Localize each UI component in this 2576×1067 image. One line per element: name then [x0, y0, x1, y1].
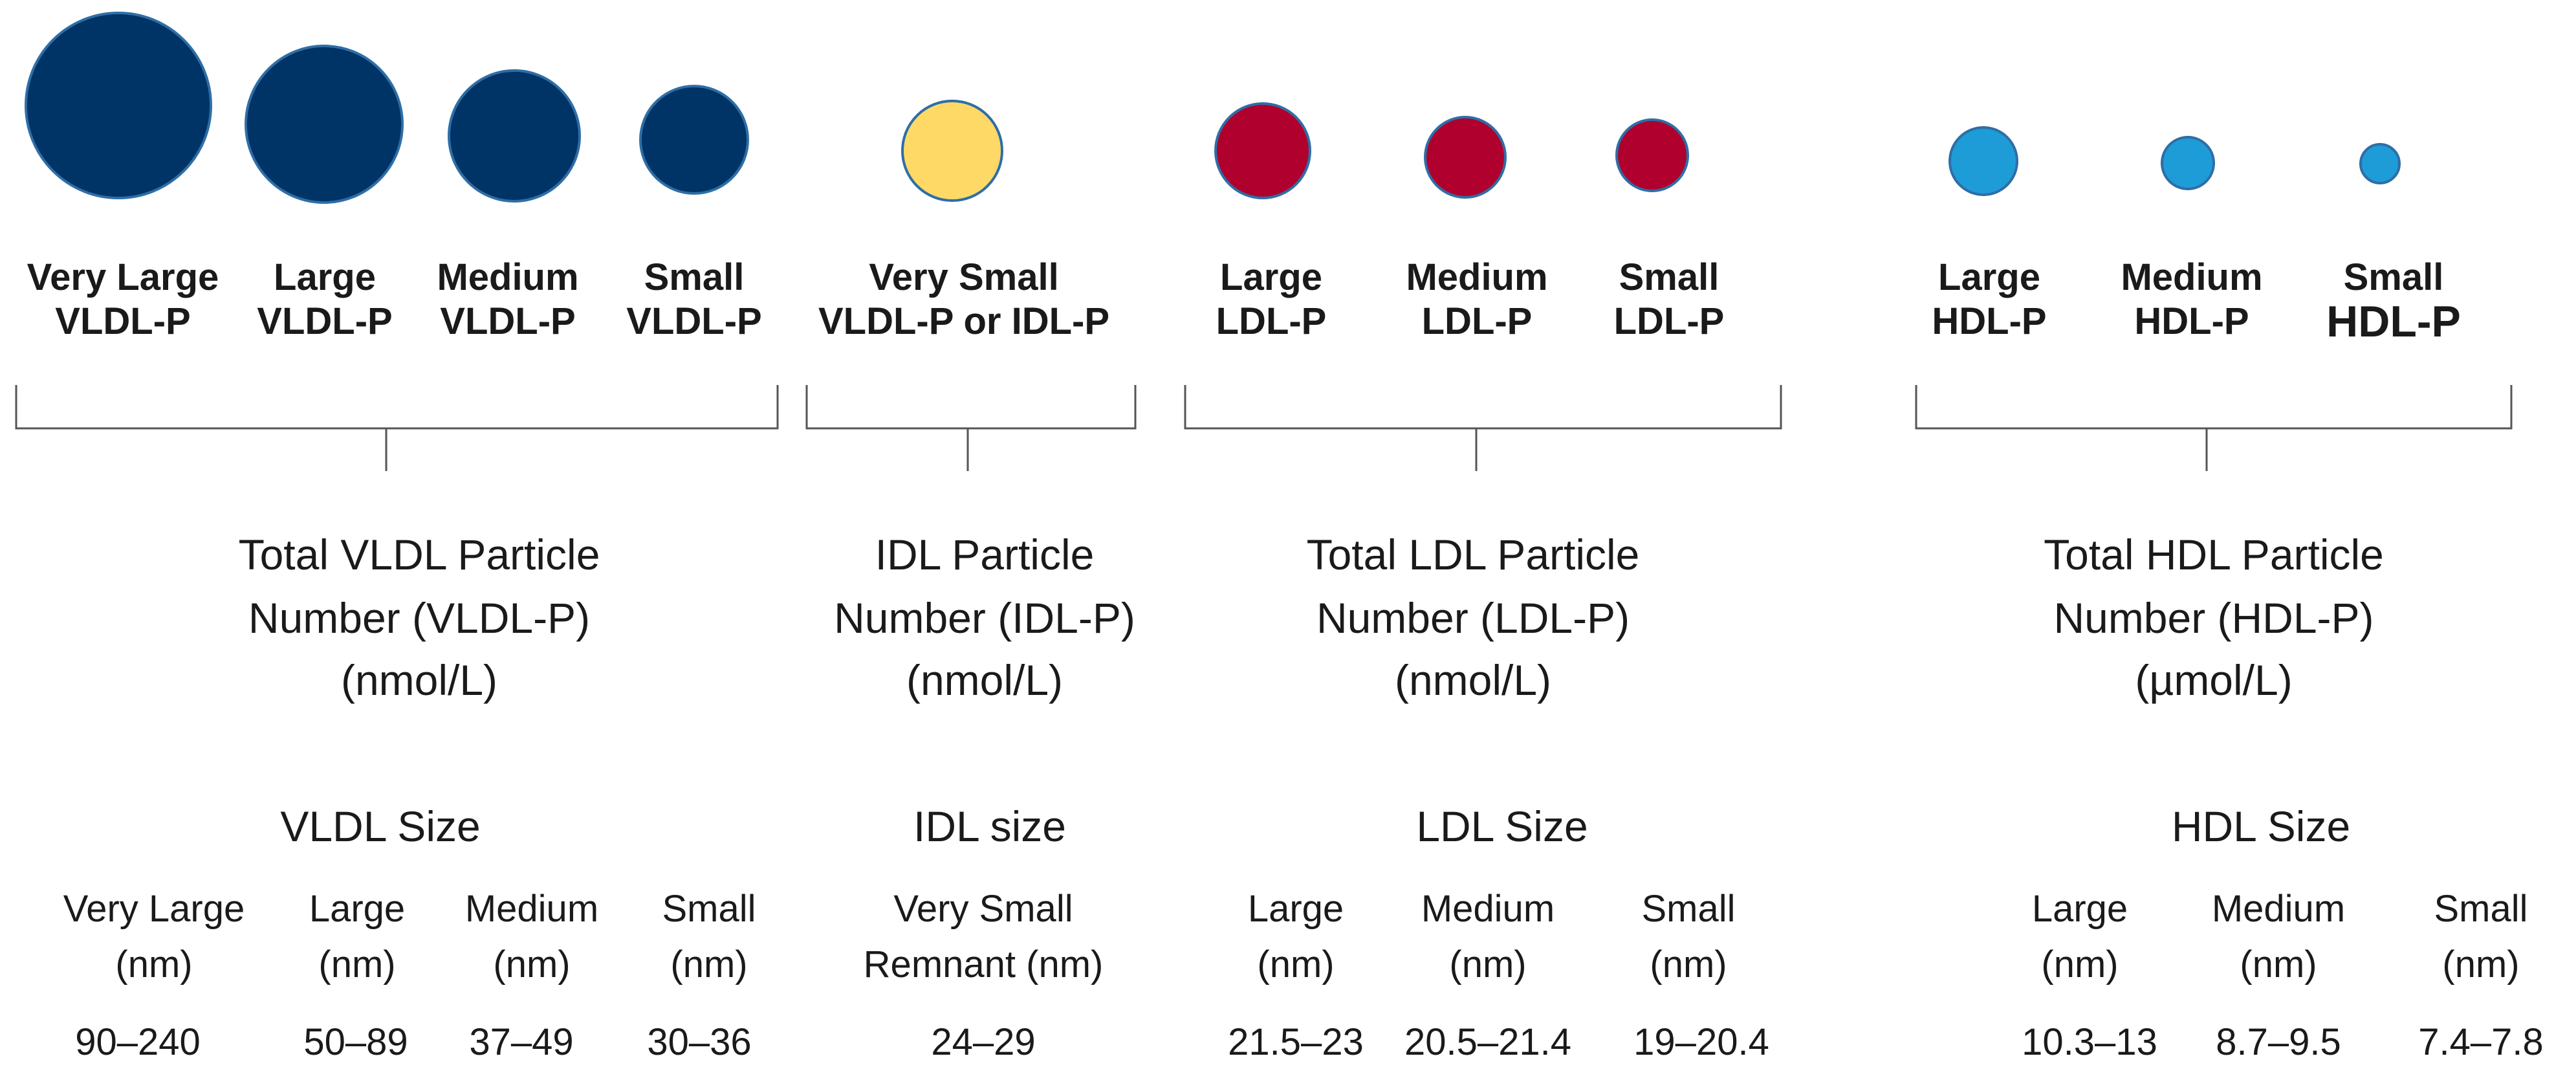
group-bracket-2 — [805, 385, 1137, 471]
particle-circle-2 — [245, 45, 404, 204]
particle-label-line2: VLDL-P — [55, 300, 190, 342]
particle-label-line2: HDL-P — [2326, 297, 2461, 346]
size-label-line1: Very Small — [893, 888, 1073, 930]
size-title: LDL Size — [1416, 802, 1588, 850]
total-label-line: (nmol/L) — [906, 656, 1063, 704]
size-label-line1: Medium — [465, 888, 598, 930]
total-label-line: Total LDL Particle — [1307, 531, 1640, 578]
particle-circle-10 — [2161, 136, 2215, 190]
size-label-line1: Medium — [2212, 888, 2345, 930]
particle-circle-8 — [1615, 118, 1689, 192]
particle-circle-1 — [25, 12, 212, 199]
total-label-line: (nmol/L) — [341, 656, 497, 704]
size-label-line2: (nm) — [115, 943, 192, 985]
total-label-line: (µmol/L) — [2135, 656, 2292, 704]
size-range-value: 20.5–21.4 — [1404, 1021, 1571, 1063]
total-label-line: Number (HDL-P) — [2053, 594, 2374, 642]
size-label-line1: Large — [2032, 888, 2128, 930]
size-label-line2: (nm) — [2442, 943, 2519, 985]
particle-label-line1: Small — [644, 256, 745, 298]
size-label-line1: Small — [1641, 888, 1735, 930]
size-range-value: 7.4–7.8 — [2418, 1021, 2544, 1063]
size-label-line2: (nm) — [1449, 943, 1526, 985]
size-label-line1: Very Large — [63, 888, 245, 930]
particle-label-line2: VLDL-P — [257, 300, 392, 342]
size-label-line1: Large — [1248, 888, 1344, 930]
size-label-line2: (nm) — [670, 943, 747, 985]
size-range-value: 30–36 — [647, 1021, 751, 1063]
total-label-line: Number (VLDL-P) — [248, 594, 590, 642]
size-label-line1: Medium — [1421, 888, 1555, 930]
group-bracket-3 — [1184, 385, 1782, 471]
size-label-line2: Remnant (nm) — [864, 943, 1104, 985]
size-range-value: 8.7–9.5 — [2216, 1021, 2341, 1063]
particle-label-line2: LDL-P — [1614, 300, 1725, 342]
total-label-line: (nmol/L) — [1395, 656, 1551, 704]
particle-circle-11 — [2359, 143, 2401, 184]
total-label-line: Number (LDL-P) — [1316, 594, 1630, 642]
particle-label-line1: Large — [1220, 256, 1322, 298]
particle-label-line2: VLDL-P or IDL-P — [818, 300, 1109, 342]
particle-circle-3 — [448, 69, 581, 203]
particle-label-line2: HDL-P — [2134, 300, 2249, 342]
size-title: VLDL Size — [280, 802, 480, 850]
particle-labels: Very LargeVLDL-PLargeVLDL-PMediumVLDL-PS… — [27, 256, 2461, 346]
size-label-line2: (nm) — [493, 943, 570, 985]
group-bracket-4 — [1915, 385, 2513, 471]
particle-label-line1: Medium — [2121, 256, 2262, 298]
size-label-line2: (nm) — [1257, 943, 1334, 985]
particle-circle-5 — [901, 100, 1003, 202]
size-labels: Very Large (nm) Large (nm) Medium (nm) Small (n… — [63, 888, 2528, 985]
particle-circles — [25, 12, 2401, 204]
size-range-value: 21.5–23 — [1228, 1021, 1364, 1063]
group-brackets — [15, 385, 2513, 471]
size-range-value: 24–29 — [931, 1021, 1035, 1063]
size-range-value: 90–240 — [75, 1021, 201, 1063]
particle-label-line1: Very Large — [27, 256, 219, 298]
particle-label-line1: Small — [1619, 256, 1719, 298]
size-label-line2: (nm) — [2041, 943, 2118, 985]
size-range-value: 37–49 — [469, 1021, 573, 1063]
particle-label-line1: Very Small — [869, 256, 1058, 298]
total-label-line: Total VLDL Particle — [239, 531, 600, 578]
size-label-line2: (nm) — [1650, 943, 1727, 985]
size-label-line1: Large — [309, 888, 405, 930]
total-label-line: Number (IDL-P) — [834, 594, 1135, 642]
total-label-line: IDL Particle — [875, 531, 1095, 578]
size-title: HDL Size — [2172, 802, 2350, 850]
particle-label-line1: Medium — [1406, 256, 1547, 298]
total-label-line: Total HDL Particle — [2044, 531, 2384, 578]
size-label-line2: (nm) — [318, 943, 395, 985]
size-label-line1: Small — [662, 888, 756, 930]
particle-label-line2: VLDL-P — [440, 300, 575, 342]
size-label-line1: Small — [2434, 888, 2527, 930]
size-range-value: 19–20.4 — [1633, 1021, 1769, 1063]
size-range-value: 10.3–13 — [2022, 1021, 2157, 1063]
size-titles: VLDL Size IDL size LDL Size HDL Size — [280, 802, 2350, 850]
particle-label-line2: HDL-P — [1932, 300, 2046, 342]
particle-label-line2: VLDL-P — [626, 300, 761, 342]
particle-label-line1: Medium — [437, 256, 578, 298]
size-range-value: 50–89 — [303, 1021, 408, 1063]
particle-label-line1: Large — [274, 256, 376, 298]
total-particle-labels: Total VLDL Particle Number (VLDL-P) (nmol/… — [239, 531, 2384, 704]
size-ranges: 90–240 50–89 37–49 30–36 24–29 21.5–23 20.5–21… — [75, 1021, 2544, 1063]
particle-label-line2: LDL-P — [1422, 300, 1533, 342]
particle-label-line1: Small — [2344, 256, 2444, 298]
particle-label-line1: Large — [1938, 256, 2040, 298]
size-label-line2: (nm) — [2240, 943, 2317, 985]
particle-label-line2: LDL-P — [1216, 300, 1327, 342]
particle-circle-9 — [1948, 126, 2018, 196]
particle-circle-7 — [1424, 116, 1507, 199]
particle-circle-6 — [1214, 102, 1311, 199]
group-bracket-1 — [15, 385, 779, 471]
particle-circle-4 — [639, 85, 749, 195]
size-title: IDL size — [913, 802, 1066, 850]
